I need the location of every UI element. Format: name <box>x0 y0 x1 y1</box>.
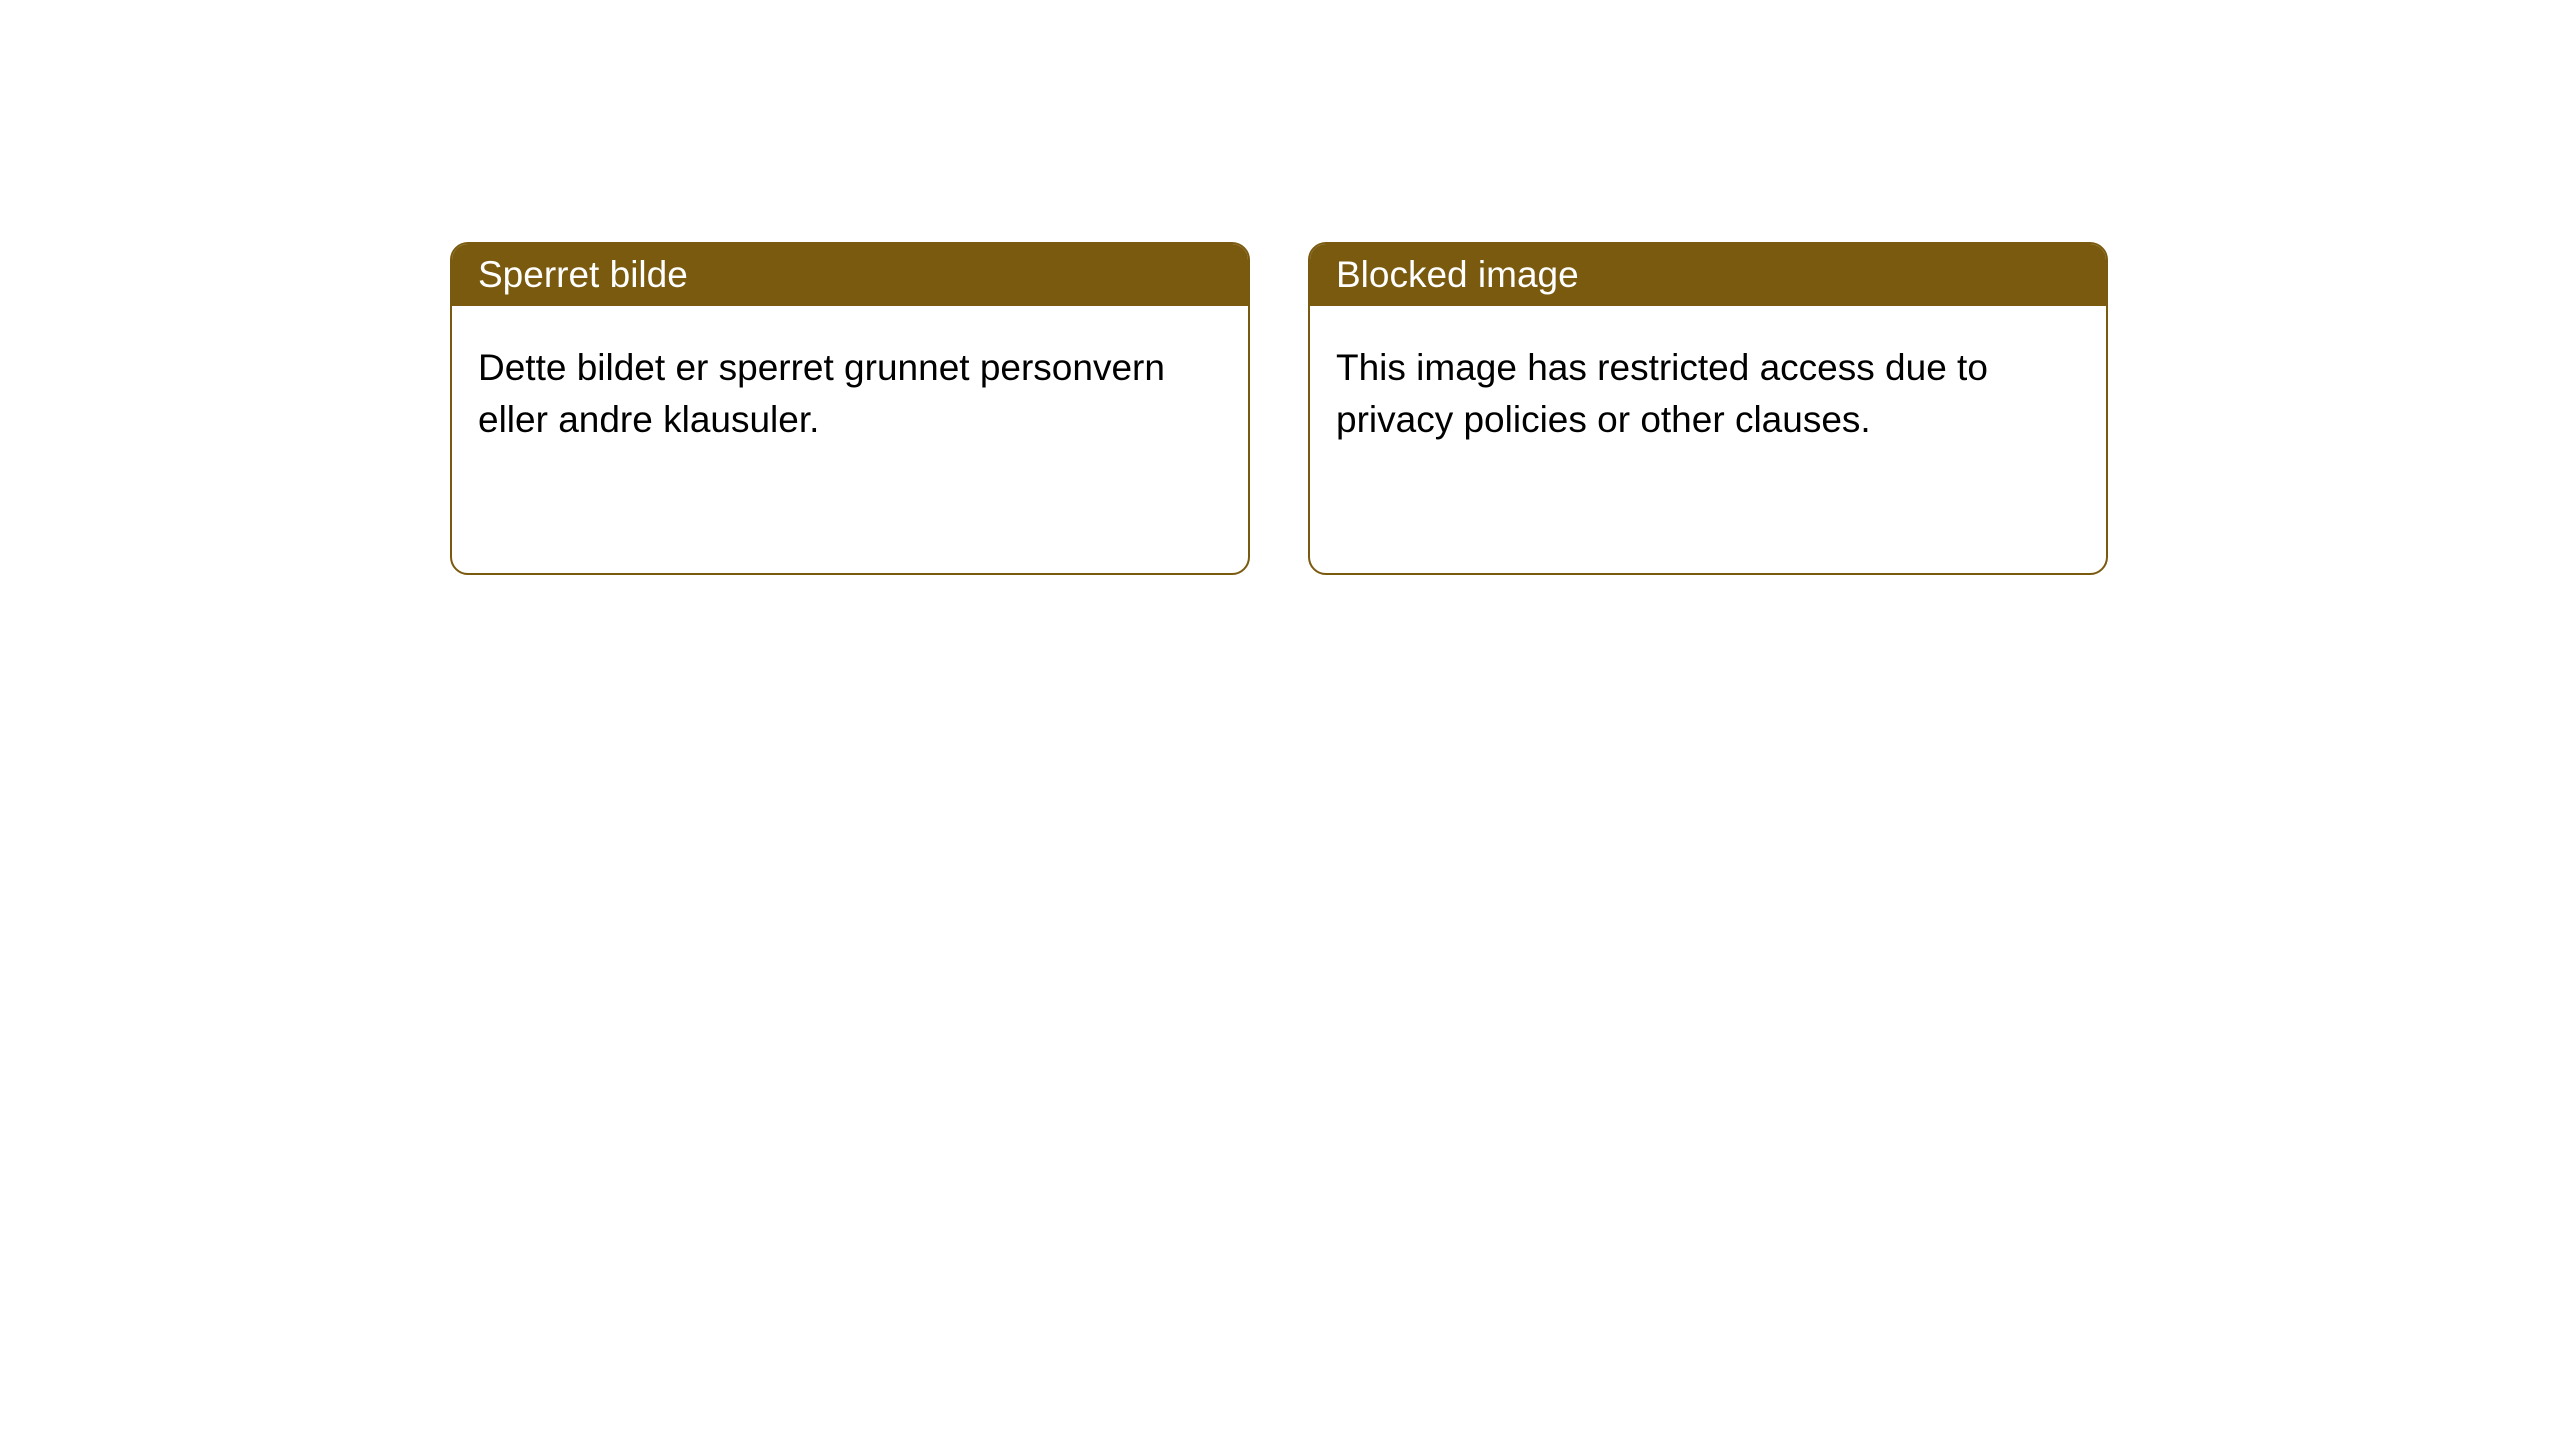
card-title: Sperret bilde <box>478 254 688 295</box>
card-body-text: Dette bildet er sperret grunnet personve… <box>478 347 1165 440</box>
notice-card-norwegian: Sperret bilde Dette bildet er sperret gr… <box>450 242 1250 575</box>
card-body: This image has restricted access due to … <box>1310 306 2106 482</box>
card-body-text: This image has restricted access due to … <box>1336 347 1988 440</box>
card-header: Blocked image <box>1310 244 2106 306</box>
card-header: Sperret bilde <box>452 244 1248 306</box>
notice-card-english: Blocked image This image has restricted … <box>1308 242 2108 575</box>
card-title: Blocked image <box>1336 254 1579 295</box>
notice-card-container: Sperret bilde Dette bildet er sperret gr… <box>450 242 2108 575</box>
card-body: Dette bildet er sperret grunnet personve… <box>452 306 1248 482</box>
